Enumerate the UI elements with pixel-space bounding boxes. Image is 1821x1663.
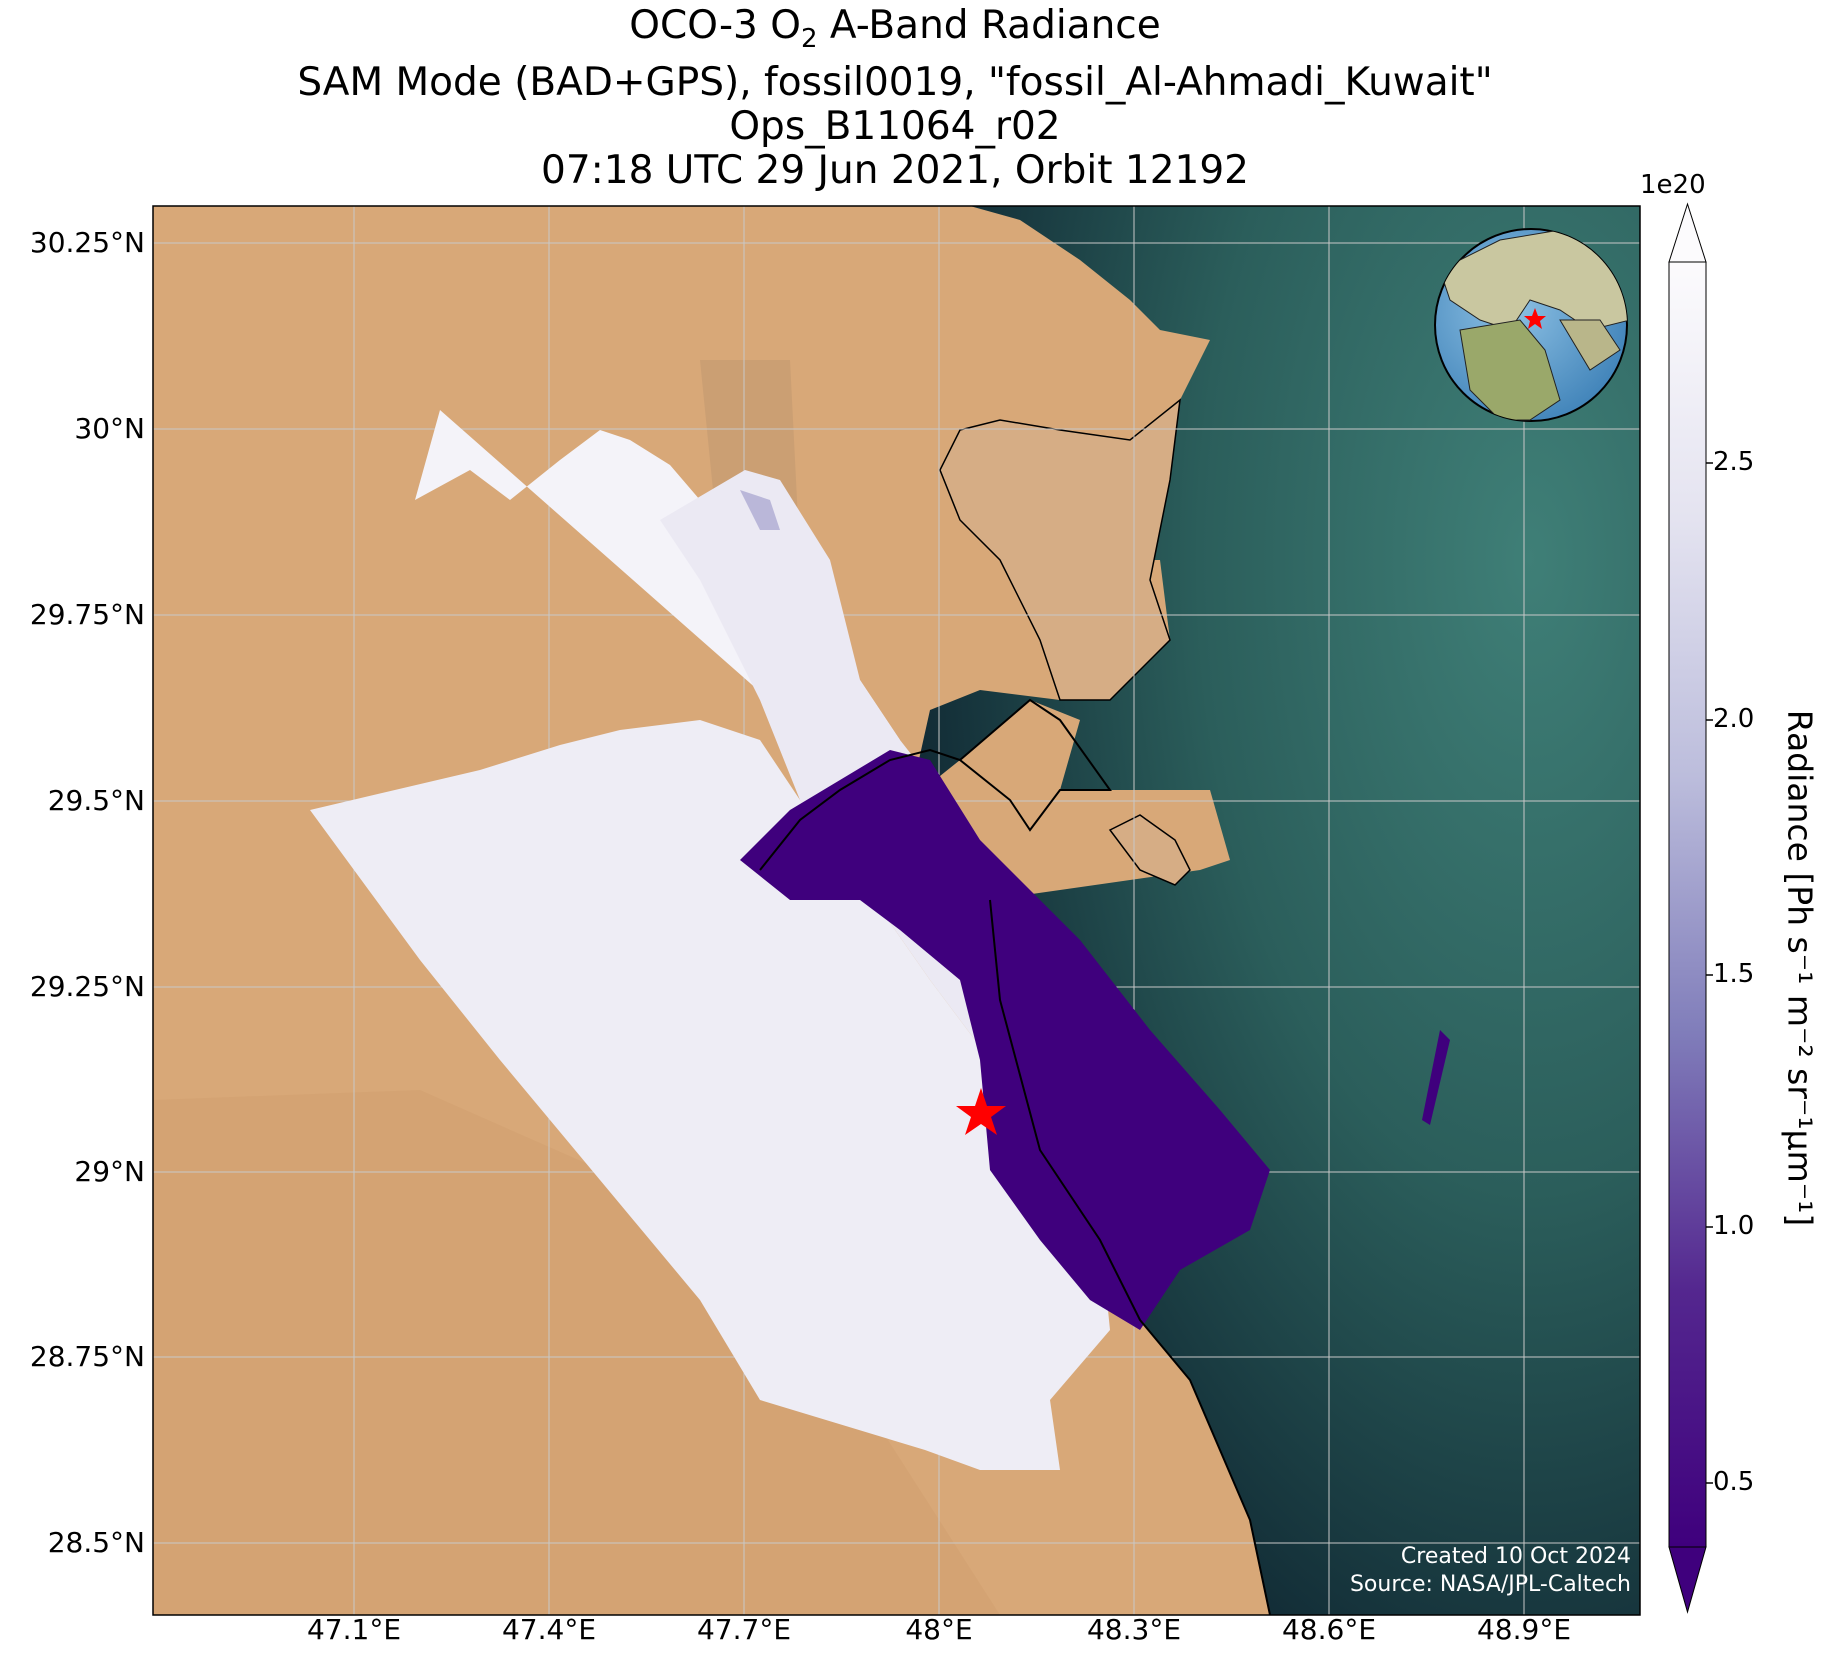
lon-tick-label: 47.1°E [306, 1613, 402, 1646]
lon-tick-label: 48.9°E [1476, 1613, 1572, 1646]
isolated-strip [1422, 1030, 1450, 1125]
lat-tick-label: 28.5°N [47, 1526, 145, 1559]
lon-tick-label: 48.6°E [1281, 1613, 1377, 1646]
source-credit: Source: NASA/JPL-Caltech [1349, 1572, 1631, 1597]
lon-tick-label: 48.3°E [1086, 1613, 1182, 1646]
title-line-4: 07:18 UTC 29 Jun 2021, Orbit 12192 [541, 147, 1249, 193]
target-marker [956, 1088, 1006, 1135]
lon-tick-label: 47.7°E [696, 1613, 792, 1646]
swath-south [310, 720, 1110, 1470]
lat-tick-label: 29°N [74, 1155, 145, 1188]
basemap [153, 206, 1640, 1615]
lat-tick-label: 29.25°N [29, 970, 145, 1003]
inset-globe [1434, 228, 1628, 422]
colorbar-tick-label: 1.5 [1713, 959, 1755, 989]
colorbar-tick-label: 2.0 [1713, 704, 1755, 734]
colorbar-min-extend [1668, 1546, 1707, 1614]
faylaka-island [1108, 814, 1191, 886]
colorbar-title: Radiance [Ph s⁻¹ m⁻² sr⁻¹μm⁻¹] [1780, 709, 1820, 1227]
lat-tick-label: 30.25°N [29, 226, 145, 259]
bubiyan-island [939, 398, 1181, 701]
swath-mid-purple [740, 490, 780, 530]
lon-tick-label: 48°E [905, 1613, 973, 1646]
colorbar-tick-label: 1.0 [1713, 1211, 1755, 1241]
lon-tick-label: 47.4°E [501, 1613, 597, 1646]
title-line-1: OCO-3 O2 A-Band Radiance [629, 3, 1161, 54]
swath-low-radiance [740, 750, 1270, 1330]
lat-tick-label: 28.75°N [29, 1340, 145, 1373]
created-date: Created 10 Oct 2024 [1400, 1544, 1631, 1569]
lat-tick-label: 29.5°N [47, 784, 145, 817]
lat-tick-label: 30°N [74, 412, 145, 445]
map-title: OCO-3 O2 A-Band Radiance SAM Mode (BAD+G… [150, 4, 1640, 193]
colorbar-tick-label: 0.5 [1713, 1467, 1755, 1497]
colorbar-tick-label: 2.5 [1713, 447, 1755, 477]
globe-target-marker [1524, 308, 1546, 329]
credits: Created 10 Oct 2024 Source: NASA/JPL-Cal… [1350, 1543, 1631, 1599]
map-frame [152, 205, 1641, 1616]
colorbar-max-extend [1668, 202, 1707, 263]
radiance-swath [310, 410, 1450, 1470]
lat-tick-label: 29.75°N [29, 598, 145, 631]
colorbar-exponent: 1e20 [1640, 170, 1706, 200]
title-line-2: SAM Mode (BAD+GPS), fossil0019, "fossil_… [297, 59, 1493, 105]
colorbar [1668, 202, 1713, 1614]
coastline-north [759, 698, 1112, 871]
coastline [989, 899, 1271, 1615]
title-line-3: Ops_B11064_r02 [729, 103, 1061, 149]
